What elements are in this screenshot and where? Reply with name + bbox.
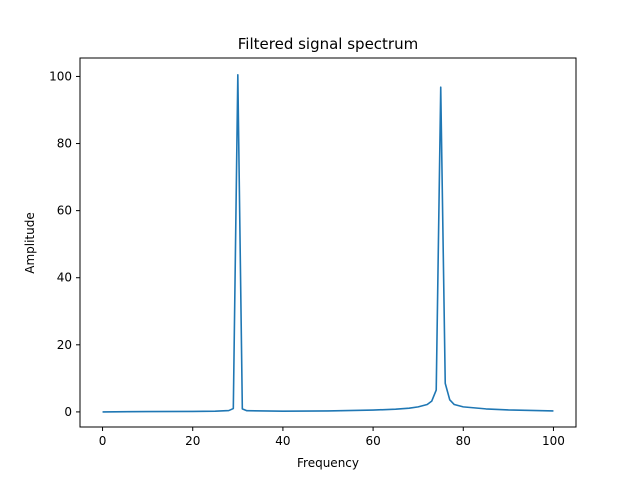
y-tick-label: 80 [57,137,72,151]
x-tick-label: 100 [542,434,565,448]
axis-ticks: 0 20 40 60 80 100 0 20 40 60 80 100 [49,69,565,448]
y-tick-label: 20 [57,338,72,352]
y-tick-label: 40 [57,271,72,285]
x-tick-label: 20 [185,434,200,448]
x-axis-label: Frequency [297,456,359,470]
axes-frame [79,57,577,428]
y-axis-label: Amplitude [23,212,37,274]
plot-area [79,57,577,428]
series-line-0 [102,73,554,413]
x-tick-label: 40 [275,434,290,448]
y-tick-label: 100 [49,69,72,83]
x-tick-label: 60 [365,434,380,448]
y-tick-label: 60 [57,204,72,218]
x-tick-label: 0 [99,434,107,448]
chart-title: Filtered signal spectrum [238,35,418,53]
x-tick-label: 80 [456,434,471,448]
y-tick-label: 0 [64,405,72,419]
